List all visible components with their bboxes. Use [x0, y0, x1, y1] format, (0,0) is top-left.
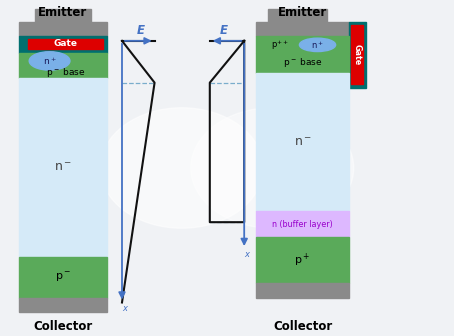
- Circle shape: [100, 108, 263, 228]
- Text: n (buffer layer): n (buffer layer): [272, 220, 333, 229]
- Text: Collector: Collector: [273, 321, 332, 333]
- Bar: [257, 211, 349, 237]
- Text: Gate: Gate: [352, 44, 361, 65]
- Bar: [349, 23, 366, 88]
- Bar: [257, 36, 349, 52]
- Circle shape: [191, 108, 354, 228]
- Bar: [257, 283, 349, 298]
- Text: Emitter: Emitter: [278, 6, 327, 19]
- Bar: [268, 9, 326, 23]
- Text: p$^-$ base: p$^-$ base: [283, 56, 322, 69]
- Bar: [19, 23, 107, 36]
- Text: Collector: Collector: [33, 321, 93, 333]
- Text: n$^+$: n$^+$: [43, 55, 56, 67]
- Text: Emitter: Emitter: [38, 6, 88, 19]
- Text: n$^+$: n$^+$: [311, 39, 324, 51]
- Text: p$^-$: p$^-$: [55, 271, 71, 284]
- Bar: [257, 237, 349, 283]
- Ellipse shape: [29, 52, 70, 70]
- Text: p$^{++}$: p$^{++}$: [271, 38, 289, 52]
- Bar: [351, 25, 363, 84]
- Bar: [257, 23, 349, 36]
- Ellipse shape: [300, 38, 336, 51]
- Bar: [257, 52, 349, 73]
- Bar: [257, 73, 349, 211]
- Bar: [19, 36, 107, 52]
- Bar: [19, 298, 107, 312]
- Bar: [35, 9, 91, 23]
- Bar: [19, 257, 107, 298]
- Bar: [28, 39, 103, 49]
- Text: E: E: [137, 24, 145, 37]
- Text: n$^-$: n$^-$: [54, 162, 72, 174]
- Text: x: x: [244, 250, 249, 259]
- Text: x: x: [123, 304, 128, 313]
- Text: p$^+$: p$^+$: [295, 251, 311, 269]
- Text: p$^-$ base: p$^-$ base: [45, 66, 85, 79]
- Text: Gate: Gate: [54, 39, 78, 48]
- Text: E: E: [219, 24, 227, 37]
- Bar: [19, 78, 107, 257]
- Text: n$^-$: n$^-$: [294, 136, 311, 150]
- Bar: [19, 52, 107, 78]
